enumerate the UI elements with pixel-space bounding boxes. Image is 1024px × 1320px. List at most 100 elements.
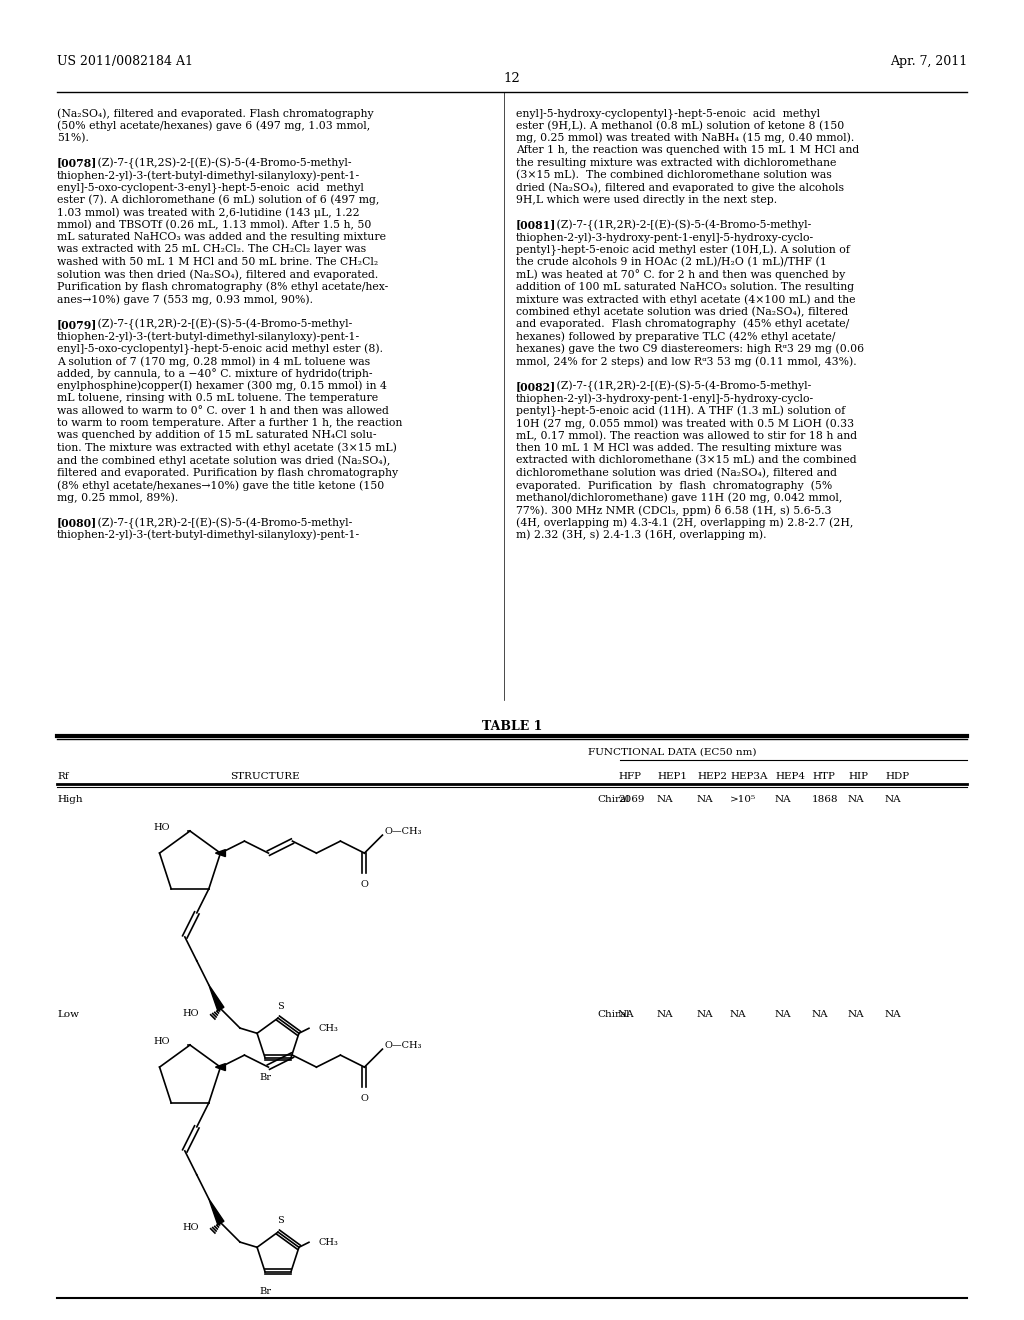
- Text: thiophen-2-yl)-3-(tert-butyl-dimethyl-silanyloxy)-pent-1-: thiophen-2-yl)-3-(tert-butyl-dimethyl-si…: [57, 331, 360, 342]
- Text: the resulting mixture was extracted with dichloromethane: the resulting mixture was extracted with…: [516, 157, 837, 168]
- Text: enyl]-5-oxo-cyclopentyl}-hept-5-enoic acid methyl ester (8).: enyl]-5-oxo-cyclopentyl}-hept-5-enoic ac…: [57, 343, 383, 355]
- Text: HFP: HFP: [618, 772, 641, 781]
- Text: addition of 100 mL saturated NaHCO₃ solution. The resulting: addition of 100 mL saturated NaHCO₃ solu…: [516, 281, 854, 292]
- Text: 51%).: 51%).: [57, 133, 89, 143]
- Text: NA: NA: [848, 795, 864, 804]
- Text: STRUCTURE: STRUCTURE: [230, 772, 300, 781]
- Text: solution was then dried (Na₂SO₄), filtered and evaporated.: solution was then dried (Na₂SO₄), filter…: [57, 269, 378, 280]
- Text: NA: NA: [618, 1010, 635, 1019]
- Text: was allowed to warm to 0° C. over 1 h and then was allowed: was allowed to warm to 0° C. over 1 h an…: [57, 405, 389, 416]
- Text: (Z)-7-{(1R,2R)-2-[(E)-(S)-5-(4-Bromo-5-methyl-: (Z)-7-{(1R,2R)-2-[(E)-(S)-5-(4-Bromo-5-m…: [87, 319, 352, 330]
- Text: Br: Br: [259, 1073, 271, 1082]
- Text: NA: NA: [697, 795, 714, 804]
- Text: evaporated.  Purification  by  flash  chromatography  (5%: evaporated. Purification by flash chroma…: [516, 480, 833, 491]
- Text: NA: NA: [775, 795, 792, 804]
- Text: O: O: [360, 880, 369, 890]
- Text: mL) was heated at 70° C. for 2 h and then was quenched by: mL) was heated at 70° C. for 2 h and the…: [516, 269, 845, 280]
- Text: (50% ethyl acetate/hexanes) gave 6 (497 mg, 1.03 mmol,: (50% ethyl acetate/hexanes) gave 6 (497 …: [57, 120, 371, 131]
- Text: HEP1: HEP1: [657, 772, 687, 781]
- Text: Apr. 7, 2011: Apr. 7, 2011: [890, 55, 967, 69]
- Text: tion. The mixture was extracted with ethyl acetate (3×15 mL): tion. The mixture was extracted with eth…: [57, 442, 397, 453]
- Text: 1868: 1868: [812, 795, 839, 804]
- Text: thiophen-2-yl)-3-(tert-butyl-dimethyl-silanyloxy)-pent-1-: thiophen-2-yl)-3-(tert-butyl-dimethyl-si…: [57, 529, 360, 540]
- Text: (Z)-7-{(1R,2R)-2-[(E)-(S)-5-(4-Bromo-5-methyl-: (Z)-7-{(1R,2R)-2-[(E)-(S)-5-(4-Bromo-5-m…: [87, 517, 352, 528]
- Text: US 2011/0082184 A1: US 2011/0082184 A1: [57, 55, 193, 69]
- Text: Purification by flash chromatography (8% ethyl acetate/hex-: Purification by flash chromatography (8%…: [57, 281, 388, 292]
- Text: 2069: 2069: [618, 795, 644, 804]
- Text: washed with 50 mL 1 M HCl and 50 mL brine. The CH₂Cl₂: washed with 50 mL 1 M HCl and 50 mL brin…: [57, 257, 378, 267]
- Text: FUNCTIONAL DATA (EC50 nm): FUNCTIONAL DATA (EC50 nm): [588, 748, 757, 756]
- Text: TABLE 1: TABLE 1: [482, 719, 542, 733]
- Text: S: S: [276, 1002, 284, 1011]
- Text: [0078]: [0078]: [57, 157, 97, 169]
- Polygon shape: [209, 1199, 224, 1225]
- Text: HO: HO: [182, 1224, 199, 1233]
- Text: Br: Br: [259, 1287, 271, 1296]
- Text: (Z)-7-{(1R,2S)-2-[(E)-(S)-5-(4-Bromo-5-methyl-: (Z)-7-{(1R,2S)-2-[(E)-(S)-5-(4-Bromo-5-m…: [87, 157, 352, 169]
- Text: CH₃: CH₃: [318, 1024, 339, 1032]
- Text: and evaporated.  Flash chromatography  (45% ethyl acetate/: and evaporated. Flash chromatography (45…: [516, 319, 849, 330]
- Text: hexanes) followed by preparative TLC (42% ethyl acetate/: hexanes) followed by preparative TLC (42…: [516, 331, 836, 342]
- Text: (Z)-7-{(1R,2R)-2-[(E)-(S)-5-(4-Bromo-5-methyl-: (Z)-7-{(1R,2R)-2-[(E)-(S)-5-(4-Bromo-5-m…: [546, 380, 812, 392]
- Text: NA: NA: [885, 1010, 901, 1019]
- Text: and the combined ethyl acetate solution was dried (Na₂SO₄),: and the combined ethyl acetate solution …: [57, 455, 390, 466]
- Text: thiophen-2-yl)-3-(tert-butyl-dimethyl-silanyloxy)-pent-1-: thiophen-2-yl)-3-(tert-butyl-dimethyl-si…: [57, 170, 360, 181]
- Text: thiophen-2-yl)-3-hydroxy-pent-1-enyl]-5-hydroxy-cyclo-: thiophen-2-yl)-3-hydroxy-pent-1-enyl]-5-…: [516, 393, 814, 404]
- Text: extracted with dichloromethane (3×15 mL) and the combined: extracted with dichloromethane (3×15 mL)…: [516, 455, 857, 466]
- Text: HDP: HDP: [885, 772, 909, 781]
- Text: Chiral: Chiral: [597, 795, 630, 804]
- Text: Low: Low: [57, 1010, 79, 1019]
- Text: mL toluene, rinsing with 0.5 mL toluene. The temperature: mL toluene, rinsing with 0.5 mL toluene.…: [57, 393, 378, 403]
- Text: mg, 0.25 mmol, 89%).: mg, 0.25 mmol, 89%).: [57, 492, 178, 503]
- Text: HO: HO: [182, 1010, 199, 1019]
- Text: Rf: Rf: [57, 772, 69, 781]
- Text: >10⁵: >10⁵: [730, 795, 756, 804]
- Text: to warm to room temperature. After a further 1 h, the reaction: to warm to room temperature. After a fur…: [57, 418, 402, 428]
- Text: 9H,L which were used directly in the next step.: 9H,L which were used directly in the nex…: [516, 195, 777, 205]
- Text: filtered and evaporated. Purification by flash chromatography: filtered and evaporated. Purification by…: [57, 467, 398, 478]
- Text: ester (9H,L). A methanol (0.8 mL) solution of ketone 8 (150: ester (9H,L). A methanol (0.8 mL) soluti…: [516, 120, 844, 131]
- Text: HO: HO: [154, 1038, 170, 1047]
- Text: (8% ethyl acetate/hexanes→10%) gave the title ketone (150: (8% ethyl acetate/hexanes→10%) gave the …: [57, 480, 384, 491]
- Text: NA: NA: [848, 1010, 864, 1019]
- Text: was extracted with 25 mL CH₂Cl₂. The CH₂Cl₂ layer was: was extracted with 25 mL CH₂Cl₂. The CH₂…: [57, 244, 367, 255]
- Text: O: O: [360, 1094, 369, 1104]
- Text: A solution of 7 (170 mg, 0.28 mmol) in 4 mL toluene was: A solution of 7 (170 mg, 0.28 mmol) in 4…: [57, 356, 370, 367]
- Text: HO: HO: [154, 824, 170, 833]
- Text: [0082]: [0082]: [516, 380, 556, 392]
- Text: pentyl}-hept-5-enoic acid (11H). A THF (1.3 mL) solution of: pentyl}-hept-5-enoic acid (11H). A THF (…: [516, 405, 845, 417]
- Text: dichloromethane solution was dried (Na₂SO₄), filtered and: dichloromethane solution was dried (Na₂S…: [516, 467, 837, 478]
- Text: added, by cannula, to a −40° C. mixture of hydrido(triph-: added, by cannula, to a −40° C. mixture …: [57, 368, 373, 379]
- Text: O—CH₃: O—CH₃: [384, 826, 422, 836]
- Text: 10H (27 mg, 0.055 mmol) was treated with 0.5 M LiOH (0.33: 10H (27 mg, 0.055 mmol) was treated with…: [516, 418, 854, 429]
- Text: HIP: HIP: [848, 772, 868, 781]
- Text: NA: NA: [885, 795, 901, 804]
- Text: enyl]-5-hydroxy-cyclopentyl}-hept-5-enoic  acid  methyl: enyl]-5-hydroxy-cyclopentyl}-hept-5-enoi…: [516, 108, 820, 119]
- Text: (Z)-7-{(1R,2R)-2-[(E)-(S)-5-(4-Bromo-5-methyl-: (Z)-7-{(1R,2R)-2-[(E)-(S)-5-(4-Bromo-5-m…: [546, 219, 812, 231]
- Text: HEP2: HEP2: [697, 772, 727, 781]
- Text: anes→10%) gave 7 (553 mg, 0.93 mmol, 90%).: anes→10%) gave 7 (553 mg, 0.93 mmol, 90%…: [57, 294, 313, 305]
- Text: combined ethyl acetate solution was dried (Na₂SO₄), filtered: combined ethyl acetate solution was drie…: [516, 306, 848, 317]
- Text: High: High: [57, 795, 83, 804]
- Text: was quenched by addition of 15 mL saturated NH₄Cl solu-: was quenched by addition of 15 mL satura…: [57, 430, 377, 441]
- Text: NA: NA: [657, 795, 674, 804]
- Text: NA: NA: [730, 1010, 746, 1019]
- Text: HEP3A: HEP3A: [730, 772, 768, 781]
- Text: (Na₂SO₄), filtered and evaporated. Flash chromatography: (Na₂SO₄), filtered and evaporated. Flash…: [57, 108, 374, 119]
- Text: NA: NA: [775, 1010, 792, 1019]
- Text: pentyl}-hept-5-enoic acid methyl ester (10H,L). A solution of: pentyl}-hept-5-enoic acid methyl ester (…: [516, 244, 850, 256]
- Text: HTP: HTP: [812, 772, 835, 781]
- Text: Chiral: Chiral: [597, 1010, 630, 1019]
- Text: O—CH₃: O—CH₃: [384, 1040, 422, 1049]
- Text: mixture was extracted with ethyl acetate (4×100 mL) and the: mixture was extracted with ethyl acetate…: [516, 294, 855, 305]
- Text: CH₃: CH₃: [318, 1238, 339, 1247]
- Text: thiophen-2-yl)-3-hydroxy-pent-1-enyl]-5-hydroxy-cyclo-: thiophen-2-yl)-3-hydroxy-pent-1-enyl]-5-…: [516, 232, 814, 243]
- Text: S: S: [276, 1216, 284, 1225]
- Text: hexanes) gave the two C9 diastereomers: high Rᵅ3 29 mg (0.06: hexanes) gave the two C9 diastereomers: …: [516, 343, 864, 354]
- Text: NA: NA: [657, 1010, 674, 1019]
- Text: NA: NA: [812, 1010, 828, 1019]
- Text: HEP4: HEP4: [775, 772, 805, 781]
- Text: 1.03 mmol) was treated with 2,6-lutidine (143 μL, 1.22: 1.03 mmol) was treated with 2,6-lutidine…: [57, 207, 359, 218]
- Text: 77%). 300 MHz NMR (CDCl₃, ppm) δ 6.58 (1H, s) 5.6-5.3: 77%). 300 MHz NMR (CDCl₃, ppm) δ 6.58 (1…: [516, 504, 831, 516]
- Polygon shape: [215, 1064, 225, 1071]
